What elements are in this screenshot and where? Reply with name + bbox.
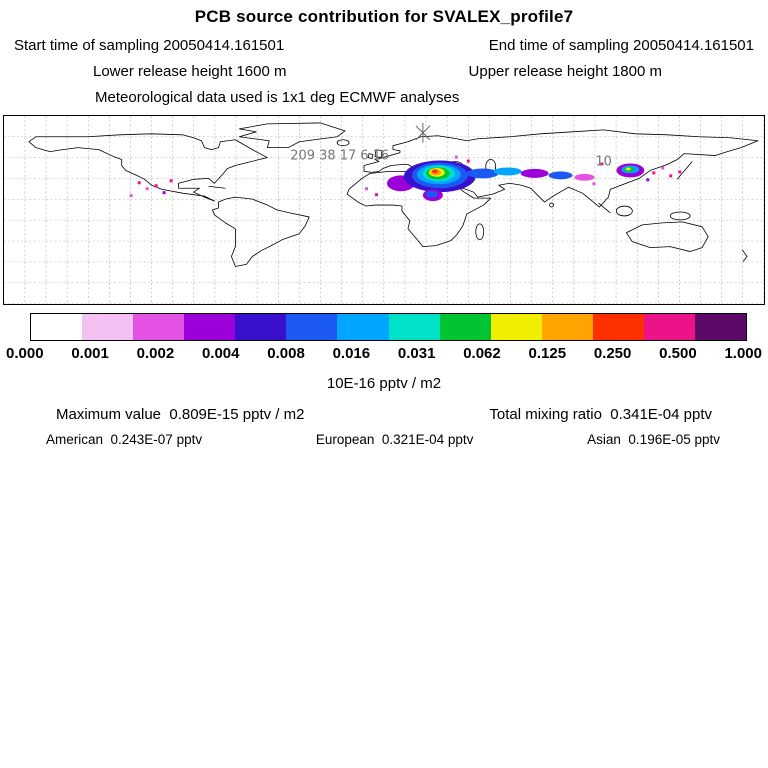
total-mixing-ratio-text: Total mixing ratio 0.341E-04 pptv [489, 406, 712, 423]
maximum-value-text: Maximum value 0.809E-15 pptv / m2 [56, 406, 305, 423]
coast-borneo [615, 205, 633, 217]
plume-cell [365, 187, 369, 191]
colorbar-tick-label: 0.004 [201, 345, 240, 362]
graticule-grid [4, 116, 764, 304]
coast-uk [374, 149, 383, 158]
asian-contribution-text: Asian 0.196E-05 pptv [587, 432, 720, 447]
colorbar-cell [695, 314, 747, 340]
plume-cell [375, 193, 379, 197]
coast-madagascar [475, 223, 485, 241]
colorbar-tick-label: 0.002 [136, 345, 175, 362]
met-data-text: Meteorological data used is 1x1 deg ECMW… [95, 89, 460, 106]
plume-cell [678, 170, 682, 174]
colorbar-tick-label: 0.008 [267, 345, 305, 362]
coast-cuba [208, 185, 226, 189]
plume-cell [669, 174, 673, 178]
plume-cell [493, 167, 522, 176]
plume-cell [600, 162, 604, 166]
colorbar-cell [184, 314, 236, 340]
release-heights-line: Lower release height 1600 m Upper releas… [0, 63, 768, 80]
page-title: PCB source contribution for SVALEX_profi… [194, 7, 574, 26]
plume-cell [466, 159, 470, 163]
plume-cell [520, 168, 549, 178]
coast-sri-lanka [549, 202, 554, 208]
plume-cell [169, 179, 173, 183]
plume-cell [425, 190, 438, 198]
map-annotation-right: 10 [595, 155, 612, 170]
map-annotation-left: 209 38 17 6 16 [290, 149, 389, 164]
coast-greenland [238, 122, 346, 149]
upper-release-text: Upper release height 1800 m [468, 63, 662, 80]
stats-line-2: American 0.243E-07 pptv European 0.321E-… [0, 432, 768, 447]
colorbar-cell [337, 314, 389, 340]
coast-north-america [28, 133, 268, 202]
plume-cell [625, 167, 631, 171]
plume-cell [454, 155, 458, 159]
colorbar-tick-label: 0.250 [593, 345, 632, 362]
american-contribution-text: American 0.243E-07 pptv [46, 432, 203, 447]
coast-iceland [336, 139, 350, 147]
plume-cell [574, 173, 595, 181]
colorbar-tick-label: 0.016 [332, 345, 371, 362]
colorbar-tick-label: 0.062 [463, 345, 501, 362]
coast-new-zealand [741, 249, 748, 262]
plume-cell [548, 171, 573, 180]
colorbar-units: 10E-16 pptv / m2 [326, 375, 442, 392]
release-point-marker-icon [415, 122, 431, 143]
colorbar-cell [133, 314, 185, 340]
plume-overlay [129, 155, 682, 202]
sampling-times-line: Start time of sampling 20050414.161501 E… [0, 37, 768, 54]
plume-cell [466, 168, 499, 179]
colorbar-tick-label: 0.500 [659, 345, 697, 362]
plume-cell [661, 166, 665, 170]
plume-cell [162, 191, 166, 195]
map-svg: 209 38 17 6 16 10 [4, 116, 764, 304]
coast-ireland [367, 153, 374, 159]
colorbar-cell [541, 314, 593, 340]
colorbar-tick-label: 0.001 [71, 345, 109, 362]
met-data-line: Meteorological data used is 1x1 deg ECMW… [0, 89, 768, 106]
coast-new-guinea [669, 211, 691, 221]
coast-japan [676, 161, 693, 180]
end-time-text: End time of sampling 20050414.161501 [488, 37, 754, 54]
colorbar-tick-label: 0.031 [397, 345, 436, 362]
stats-line-1: Maximum value 0.809E-15 pptv / m2 Total … [0, 406, 768, 423]
colorbar-tick-label: 1.000 [724, 345, 762, 362]
plume-cell [145, 187, 149, 191]
lower-release-text: Lower release height 1600 m [93, 63, 287, 80]
plume-cell [129, 194, 133, 198]
coast-sumatra [598, 202, 611, 214]
world-map: 209 38 17 6 16 10 [3, 115, 765, 305]
colorbar-cell [592, 314, 644, 340]
coast-australia [625, 221, 709, 252]
colorbar-cell [235, 314, 287, 340]
plume-cell [592, 182, 596, 186]
colorbar [30, 313, 747, 341]
colorbar-cell [439, 314, 491, 340]
plume-cell [137, 181, 141, 185]
start-time-text: Start time of sampling 20050414.161501 [14, 37, 285, 54]
colorbar-tick-label: 0.125 [528, 345, 567, 362]
coast-south-america [212, 196, 310, 267]
plume-cell [431, 169, 438, 174]
plume-cell [646, 178, 650, 182]
plume-cell [154, 184, 158, 188]
colorbar-cell [490, 314, 542, 340]
colorbar-tick-label: 0.000 [6, 345, 44, 362]
colorbar-cell [31, 314, 83, 340]
coastlines [28, 122, 759, 267]
colorbar-cell [388, 314, 440, 340]
colorbar-cell [643, 314, 696, 340]
colorbar-cell [286, 314, 338, 340]
colorbar-ticks: 0.000 0.001 0.002 0.004 0.008 0.016 0.031 0.062… [6, 345, 762, 362]
european-contribution-text: European 0.321E-04 pptv [315, 432, 474, 447]
plume-cell [652, 171, 656, 175]
colorbar-cell [82, 314, 134, 340]
